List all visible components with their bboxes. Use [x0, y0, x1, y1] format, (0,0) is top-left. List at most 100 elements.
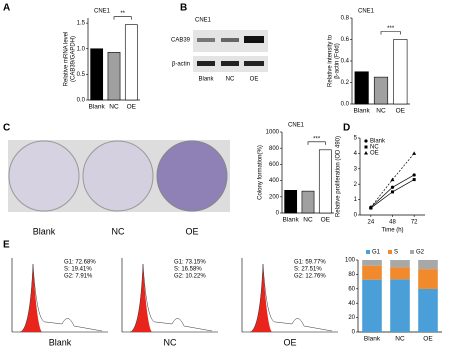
flow-label: OE	[283, 337, 296, 347]
colony-label: OE	[185, 226, 198, 236]
stacked-segment	[418, 288, 438, 332]
y-tick-label: 2	[354, 182, 358, 188]
y-tick-label: 5	[354, 136, 358, 142]
y-tick-label: 800	[269, 146, 280, 152]
x-tick-label: NC	[395, 336, 405, 343]
bar	[318, 149, 332, 214]
y-tick-label: 400	[269, 178, 280, 184]
blot-row-label: β-actin	[172, 62, 190, 68]
y-tick-label: 0	[276, 211, 280, 217]
stacked-segment	[418, 259, 438, 270]
x-tick-label: NC	[109, 104, 119, 111]
phase-text: G1: 59.77%	[294, 260, 326, 266]
flow-label: Blank	[49, 337, 72, 347]
point	[391, 190, 394, 194]
y-axis-label: Relative mRNA level	[64, 32, 70, 87]
legend-label: NC	[370, 145, 379, 151]
flow-label: NC	[164, 337, 177, 347]
bar	[90, 48, 104, 101]
x-tick-label: OE	[423, 336, 433, 343]
panel-letter: E	[3, 240, 10, 251]
phase-text: G2: 7.91%	[64, 274, 93, 280]
stacked-segment	[418, 269, 438, 289]
y-tick-label: 0.8	[341, 16, 350, 22]
x-axis-label: Time (h)	[381, 228, 403, 234]
point	[390, 185, 395, 189]
x-tick-label: OE	[396, 108, 406, 115]
blot-lane-label: OE	[250, 77, 259, 83]
y-tick-label: 0.5	[77, 72, 86, 78]
point	[412, 173, 416, 177]
x-tick-label: 24	[367, 220, 374, 226]
legend-label: Blank	[370, 139, 386, 145]
sig-bracket	[307, 141, 326, 145]
y-tick-label: 600	[269, 162, 280, 168]
colony-label: Blank	[33, 226, 56, 236]
panel-letter: B	[180, 3, 187, 14]
sig-bracket	[380, 31, 401, 35]
blot-image	[193, 30, 268, 72]
stacked-segment	[390, 260, 410, 268]
legend-label: S	[394, 250, 398, 256]
panel-letter: C	[3, 123, 10, 134]
series-line	[370, 179, 415, 209]
y-axis-label: (CAB39/GAPDH)	[71, 36, 77, 82]
x-tick-label: 72	[411, 220, 418, 226]
hist-peak	[130, 264, 152, 332]
colony-label: NC	[112, 226, 125, 236]
panel-letter: D	[343, 123, 350, 134]
bar	[124, 24, 138, 101]
y-tick-label: 40	[348, 301, 355, 307]
x-tick-label: OE	[127, 104, 137, 111]
phase-text: S: 27.51%	[294, 267, 322, 273]
y-tick-label: 1.0	[77, 46, 86, 52]
hist-peak	[250, 264, 272, 332]
y-tick-label: 0.0	[77, 98, 86, 104]
stacked-segment	[362, 260, 382, 266]
phase-text: S: 16.58%	[174, 267, 202, 273]
x-tick-label: Blank	[364, 336, 381, 343]
y-tick-label: 3	[354, 166, 358, 172]
y-tick-label: 0	[352, 330, 356, 336]
y-tick-label: 20	[348, 315, 355, 321]
stacked-segment	[390, 279, 410, 332]
x-tick-label: OE	[321, 217, 331, 224]
bar	[107, 52, 121, 101]
point	[412, 151, 417, 155]
blot-lane-label: Blank	[198, 77, 214, 83]
y-tick-label: 0.4	[341, 59, 350, 65]
legend-swatch	[388, 250, 392, 254]
significance: **	[120, 11, 125, 17]
x-tick-label: NC	[303, 217, 313, 224]
hist-outline	[129, 263, 213, 333]
significance: ***	[313, 136, 321, 142]
legend-swatch	[410, 250, 414, 254]
y-tick-label: 60	[348, 286, 355, 292]
x-tick-label: Blank	[283, 217, 300, 224]
y-tick-label: 4	[354, 151, 358, 157]
y-tick-label: 100	[345, 258, 356, 264]
bar	[373, 76, 389, 105]
stacked-segment	[362, 279, 382, 332]
phase-text: G1: 73.15%	[174, 260, 206, 266]
x-tick-label: Blank	[354, 108, 371, 115]
phase-text: G1: 72.68%	[64, 260, 96, 266]
y-tick-label: 1000	[266, 130, 280, 136]
bar	[393, 39, 408, 105]
point	[364, 145, 368, 149]
hist-outline	[249, 263, 333, 333]
blot-row-label: CAB39	[171, 38, 191, 44]
y-tick-label: 80	[348, 272, 355, 278]
y-tick-label: 0.0	[341, 102, 350, 108]
panel-letter: A	[3, 3, 10, 14]
bar	[301, 190, 315, 214]
bar	[284, 190, 298, 214]
colony-images	[8, 140, 230, 212]
point	[390, 177, 395, 182]
chart-title: CNE1	[358, 9, 375, 15]
significance: ***	[387, 26, 395, 32]
y-tick-label: 0.6	[341, 37, 350, 43]
y-tick-label: 1	[354, 197, 358, 203]
x-tick-label: Blank	[89, 104, 106, 111]
